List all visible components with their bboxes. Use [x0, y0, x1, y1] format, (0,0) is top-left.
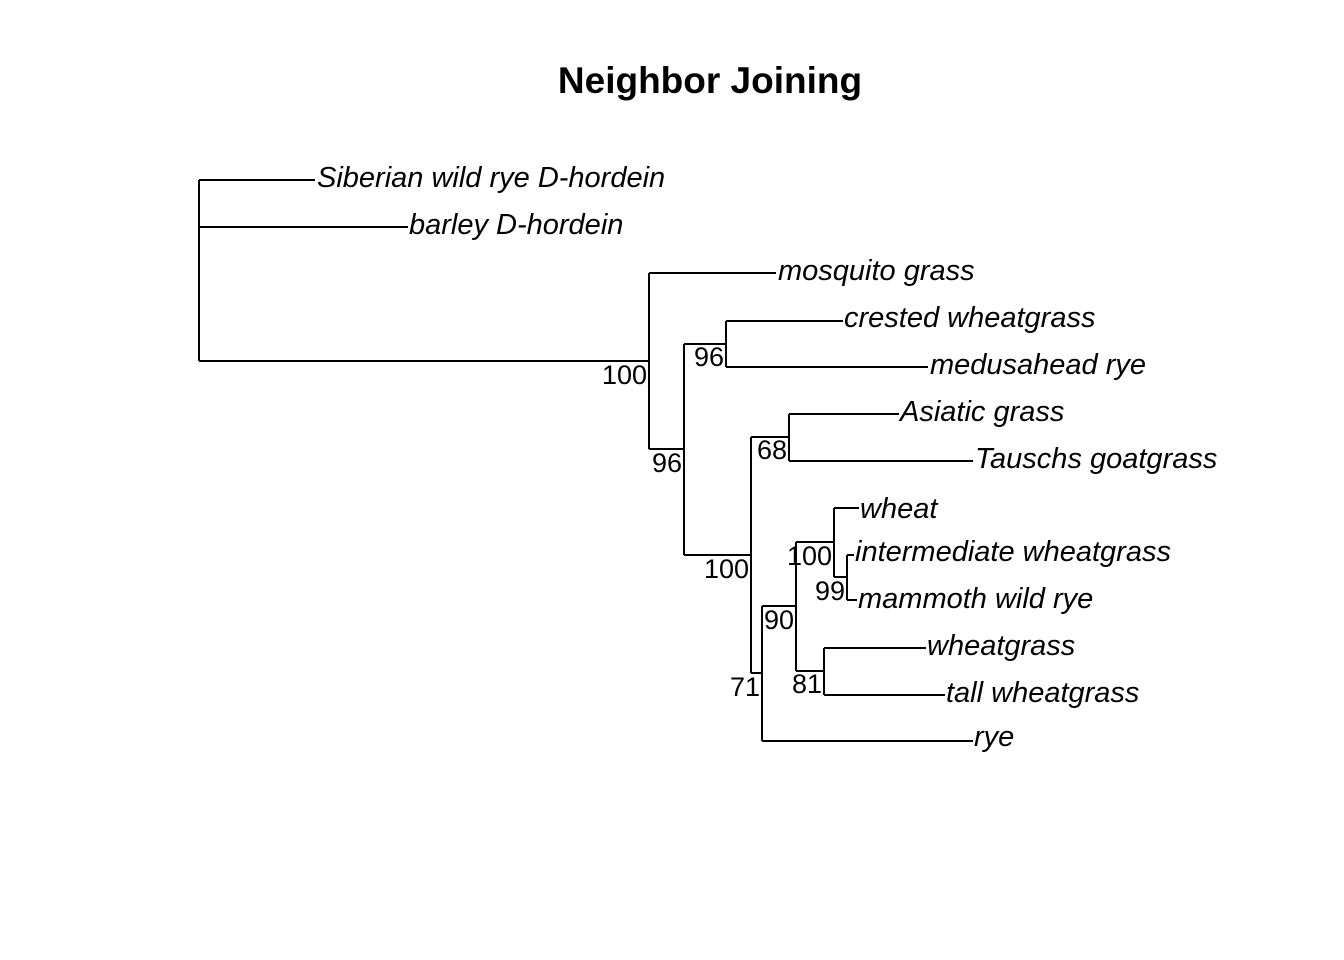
support-value-inner-clade: 100: [704, 554, 749, 584]
tip-label-crested-wheatgrass: crested wheatgrass: [844, 302, 1095, 334]
tip-label-wheat: wheat: [860, 493, 939, 525]
support-value-crested-medusahead: 96: [694, 342, 724, 372]
tip-label-barley: barley D-hordein: [409, 209, 623, 241]
support-value-core-clade: 96: [652, 448, 682, 478]
support-values: 100 96 96 100 68 100 99 90 81 71: [602, 342, 845, 702]
support-value-rye-clade: 71: [730, 672, 760, 702]
tip-label-asiatic-grass: Asiatic grass: [898, 396, 1064, 428]
tip-label-tauschs-goatgrass: Tauschs goatgrass: [975, 443, 1217, 475]
support-value-wheat-wheatgrass: 90: [764, 605, 794, 635]
tip-label-siberian-wild-rye: Siberian wild rye D-hordein: [317, 162, 665, 194]
tree-edges: [198, 179, 973, 742]
support-value-root-clade: 100: [602, 360, 647, 390]
tip-label-intermediate-wheatgrass: intermediate wheatgrass: [855, 536, 1171, 568]
support-value-wheat-group: 100: [787, 541, 832, 571]
tip-label-tall-wheatgrass: tall wheatgrass: [946, 677, 1139, 709]
support-value-intermediate-mammoth: 99: [815, 576, 845, 606]
support-value-asiatic-tauschs: 68: [757, 435, 787, 465]
support-value-wheatgrass-tall: 81: [792, 669, 822, 699]
tip-labels: Siberian wild rye D-hordein barley D-hor…: [317, 162, 1217, 753]
page-title: Neighbor Joining: [558, 60, 862, 101]
tip-label-medusahead-rye: medusahead rye: [930, 349, 1146, 381]
tip-label-rye: rye: [974, 721, 1014, 753]
tip-label-wheatgrass: wheatgrass: [927, 630, 1075, 662]
tip-label-mosquito-grass: mosquito grass: [778, 255, 975, 287]
tip-label-mammoth-wild-rye: mammoth wild rye: [858, 583, 1093, 615]
